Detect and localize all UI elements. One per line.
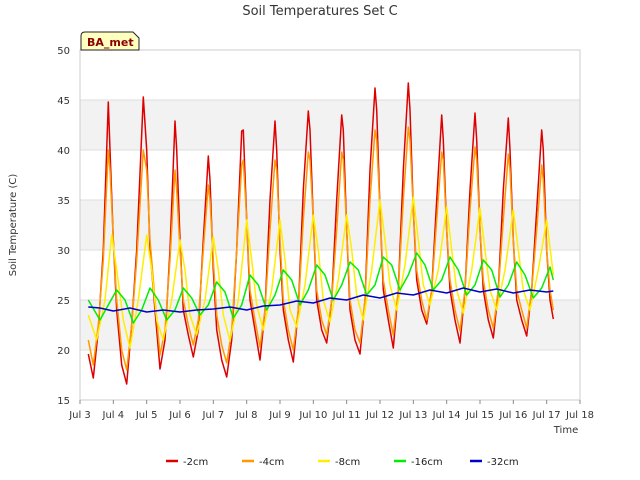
series-line-16cm bbox=[87, 252, 555, 324]
x-tick-label: Jul 14 bbox=[432, 410, 461, 421]
legend-label: -8cm bbox=[335, 457, 360, 468]
x-tick-label: Jul 5 bbox=[135, 410, 158, 421]
x-tick-label: Jul 17 bbox=[532, 410, 561, 421]
x-tick-label: Jul 11 bbox=[332, 410, 361, 421]
grid-band bbox=[80, 100, 580, 150]
plot-area bbox=[79, 49, 581, 401]
legend: -2cm -4cm -8cm -16cm -32cm bbox=[166, 457, 519, 468]
y-tick-label: 50 bbox=[57, 46, 70, 57]
y-tick-label: 40 bbox=[57, 146, 70, 157]
y-tick-label: 20 bbox=[57, 346, 70, 357]
station-badge-label: BA_met bbox=[87, 36, 134, 49]
y-tick-label: 15 bbox=[57, 396, 70, 407]
legend-label: -16cm bbox=[411, 457, 443, 468]
x-tick-label: Jul 10 bbox=[298, 410, 327, 421]
series-line-32cm bbox=[88, 287, 554, 313]
x-tick-label: Jul 8 bbox=[235, 410, 258, 421]
x-tick-label: Jul 13 bbox=[398, 410, 427, 421]
grid-band bbox=[80, 200, 580, 250]
x-tick-label: Jul 3 bbox=[68, 410, 91, 421]
x-tick-label: Jul 12 bbox=[365, 410, 394, 421]
y-tick-label: 30 bbox=[57, 246, 70, 257]
y-axis-label: Soil Temperature (C) bbox=[8, 174, 19, 277]
station-badge: BA_met bbox=[80, 31, 140, 51]
legend-label: -32cm bbox=[487, 457, 519, 468]
legend-label: -2cm bbox=[183, 457, 208, 468]
x-tick-label: Jul 16 bbox=[498, 410, 527, 421]
y-tick-label: 35 bbox=[57, 196, 70, 207]
y-tick-label: 45 bbox=[57, 96, 70, 107]
x-tick-label: Jul 4 bbox=[102, 410, 125, 421]
x-axis-label: Time bbox=[553, 425, 578, 436]
series-line-4cm bbox=[87, 126, 555, 371]
legend-label: -4cm bbox=[259, 457, 284, 468]
chart-title: Soil Temperatures Set C bbox=[242, 4, 397, 19]
x-tick-label: Jul 15 bbox=[465, 410, 494, 421]
x-tick-label: Jul 7 bbox=[202, 410, 225, 421]
y-tick-label: 25 bbox=[57, 296, 70, 307]
x-tick-label: Jul 9 bbox=[268, 410, 291, 421]
x-tick-label: Jul 18 bbox=[565, 410, 594, 421]
x-tick-label: Jul 6 bbox=[168, 410, 191, 421]
